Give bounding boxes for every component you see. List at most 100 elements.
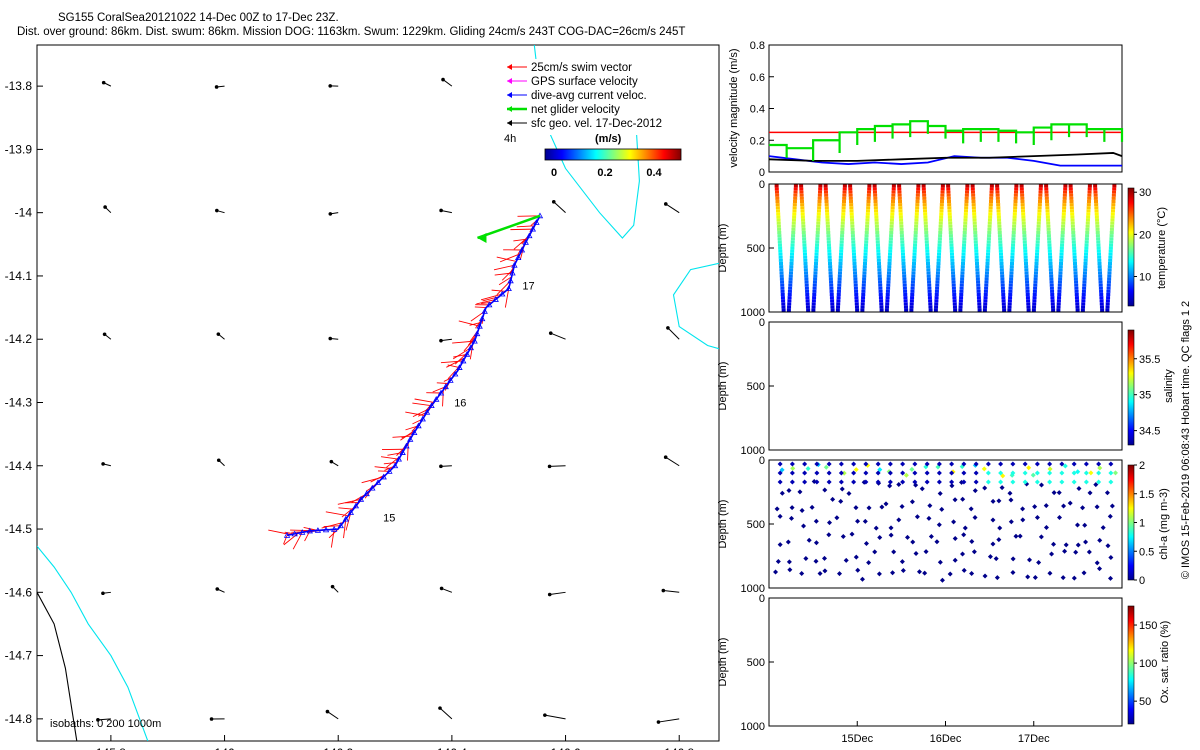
chlorophyll-point: [817, 571, 823, 577]
sfc-velocity-arrowhead: [439, 586, 444, 591]
temperature-point: [947, 209, 952, 213]
chlorophyll-point: [840, 534, 846, 540]
temperature-point: [972, 209, 977, 213]
temperature-point: [863, 262, 867, 265]
sfc-velocity-arrowhead: [329, 459, 334, 464]
temperature-point: [999, 255, 1004, 259]
temperature-point: [914, 215, 919, 219]
legend-label: 25cm/s swim vector: [531, 62, 632, 74]
chlorophyll-point: [1062, 463, 1068, 469]
temperature-point: [874, 221, 879, 225]
temperature-point: [774, 190, 779, 194]
temperature-point: [952, 302, 957, 306]
temperature-point: [1099, 305, 1104, 309]
isobath-0m: [672, 262, 719, 350]
temperature-point: [1096, 252, 1101, 256]
temperature-point: [790, 240, 795, 244]
temperature-point: [841, 212, 846, 216]
temperature-point: [787, 296, 792, 300]
temperature-point: [898, 209, 903, 213]
temperature-point: [935, 277, 940, 281]
velocity-tick-label: 0.6: [750, 72, 765, 84]
temperature-point: [1012, 221, 1017, 225]
temperature-point: [866, 203, 871, 207]
dac-marker: [415, 422, 422, 429]
swim-vector: [436, 382, 449, 384]
temperature-point: [899, 234, 904, 238]
temperature-point: [873, 206, 878, 210]
temperature-point: [1112, 184, 1117, 188]
temperature-point: [958, 299, 963, 303]
temperature-point: [923, 215, 928, 219]
chlorophyll-point: [998, 470, 1004, 476]
temperature-point: [1095, 227, 1100, 231]
temperature-point: [1059, 262, 1063, 265]
temperature-point: [1058, 274, 1063, 278]
chlorophyll-point: [1104, 490, 1110, 496]
temperature-point: [786, 308, 791, 312]
temperature-point: [902, 277, 907, 281]
temperature-point: [1021, 221, 1026, 225]
temperature-point: [997, 224, 1002, 228]
depth-tick-label: 0: [759, 593, 765, 605]
temperature-point: [1059, 252, 1064, 256]
temperature-point: [799, 184, 804, 188]
chlorophyll-point: [913, 551, 919, 557]
temperature-point: [936, 258, 941, 262]
temperature-point: [1012, 218, 1017, 222]
temperature-point: [879, 302, 884, 306]
chlorophyll-point: [996, 537, 1002, 543]
temperature-point: [812, 296, 817, 300]
depth-tick-label: 500: [747, 381, 765, 393]
temperature-point: [1011, 240, 1016, 244]
chlorophyll-point: [822, 555, 828, 561]
dac-marker: [505, 285, 512, 291]
sfc-velocity-arrow: [549, 465, 566, 467]
chlorophyll-point: [922, 570, 928, 576]
temperature-point: [1037, 212, 1042, 216]
temperature-point: [817, 200, 822, 203]
dac-marker: [518, 246, 526, 253]
chlorophyll-point: [1081, 570, 1087, 576]
sfc-velocity-arrowhead: [102, 332, 107, 337]
temperature-point: [901, 265, 906, 269]
temperature-point: [959, 286, 964, 290]
chlorophyll-point: [851, 479, 857, 485]
temperature-point: [1083, 255, 1088, 259]
temperature-point: [975, 268, 980, 272]
temperature-point: [825, 224, 830, 228]
temperature-point: [781, 299, 786, 303]
chlorophyll-point: [1051, 490, 1057, 496]
chlorophyll-point: [1071, 461, 1077, 467]
temperature-point: [1060, 227, 1065, 231]
chlorophyll-point: [896, 482, 902, 488]
temperature-point: [985, 258, 990, 262]
temperature-point: [947, 206, 952, 210]
temperature-point: [1087, 184, 1092, 188]
temperature-point: [1068, 184, 1073, 188]
temperature-point: [1062, 200, 1067, 203]
chlorophyll-point: [969, 539, 975, 545]
temperature-point: [961, 258, 966, 262]
temperature-point: [1023, 255, 1028, 259]
temperature-point: [887, 258, 892, 262]
temperature-point: [787, 293, 792, 296]
temperature-point: [897, 196, 902, 200]
legend-swatch-head: [507, 64, 512, 70]
temperature-point: [987, 224, 992, 228]
chlorophyll-point: [1086, 549, 1092, 555]
temperature-point: [864, 243, 869, 247]
temperature-point: [801, 231, 806, 234]
chlorophyll-point: [962, 525, 968, 531]
temperature-point: [791, 218, 796, 222]
depth-tick-label: 1000: [741, 583, 765, 595]
chlorophyll-colorbar: [1127, 464, 1135, 581]
chlorophyll-point: [996, 498, 1002, 504]
isobath-200m: [37, 592, 78, 741]
temperature-point: [1098, 280, 1103, 284]
sfc-velocity-arrow: [327, 711, 339, 720]
temperature-point: [790, 246, 795, 250]
temperature-point: [1074, 289, 1079, 293]
temperature-point: [878, 280, 883, 284]
